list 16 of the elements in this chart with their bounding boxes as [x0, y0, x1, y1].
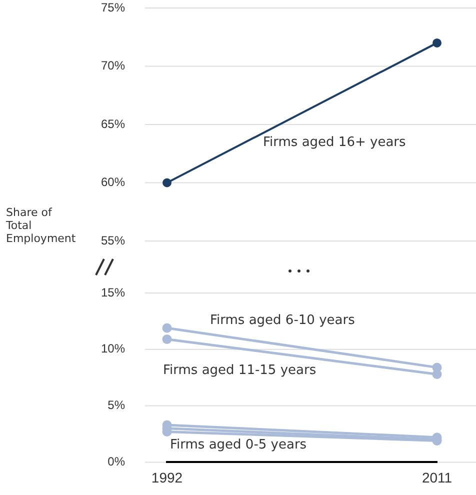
y-tick-label: 70% [100, 58, 126, 73]
y-tick-label: 55% [100, 233, 126, 248]
series-label: Firms aged 6-10 years [210, 313, 356, 328]
y-axis-title: Share of Total Employment [6, 206, 76, 245]
y-tick-label: 65% [100, 116, 126, 131]
y-tick-label: 0% [108, 454, 126, 469]
y-tick-label: 15% [100, 285, 126, 300]
y-tick-label: 10% [100, 342, 126, 356]
series-label: Firms aged 16+ years [263, 135, 406, 150]
series-label: Firms aged 11-15 years [163, 363, 316, 378]
series-label: Firms aged 0-5 years [170, 438, 307, 453]
x-tick-label: 2011 [422, 469, 452, 486]
y-tick-label: 5% [108, 398, 126, 412]
y-tick-label: 75% [100, 0, 126, 14]
x-tick-label: 1992 [151, 469, 183, 486]
y-tick-label: 60% [100, 175, 126, 190]
